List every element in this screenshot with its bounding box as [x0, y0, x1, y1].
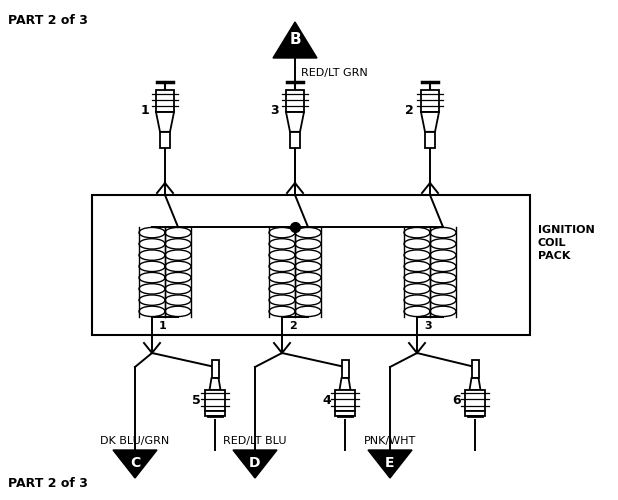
Bar — [465, 411, 485, 416]
Text: B: B — [289, 32, 301, 47]
Text: IGNITION
COIL
PACK: IGNITION COIL PACK — [538, 225, 595, 262]
Polygon shape — [470, 378, 481, 390]
Text: C: C — [130, 456, 140, 470]
Text: 2: 2 — [289, 321, 297, 331]
Bar — [205, 411, 225, 416]
Text: E: E — [385, 456, 395, 470]
Bar — [205, 390, 225, 411]
Bar — [465, 390, 485, 411]
Polygon shape — [233, 450, 277, 478]
Bar — [211, 360, 219, 378]
Text: 1: 1 — [159, 321, 167, 331]
Text: 2: 2 — [405, 104, 414, 117]
Polygon shape — [421, 112, 439, 132]
Text: 3: 3 — [424, 321, 432, 331]
Bar — [92, 195, 530, 335]
Text: 6: 6 — [452, 394, 461, 406]
Text: easyautodiagnostic.com: easyautodiagnostic.com — [242, 263, 378, 273]
Bar — [342, 360, 349, 378]
Polygon shape — [113, 450, 157, 478]
Bar — [421, 90, 439, 112]
Text: PNK/WHT: PNK/WHT — [364, 436, 416, 446]
Bar — [160, 132, 170, 148]
Bar — [286, 90, 304, 112]
Text: 5: 5 — [192, 394, 201, 406]
Bar — [335, 411, 355, 416]
Bar — [290, 132, 300, 148]
Text: DK BLU/GRN: DK BLU/GRN — [100, 436, 169, 446]
Polygon shape — [339, 378, 350, 390]
Text: 4: 4 — [322, 394, 331, 406]
Text: 1: 1 — [140, 104, 149, 117]
Text: RED/LT GRN: RED/LT GRN — [301, 68, 368, 78]
Bar — [156, 90, 174, 112]
Bar — [335, 390, 355, 411]
Polygon shape — [156, 112, 174, 132]
Text: PART 2 of 3: PART 2 of 3 — [8, 477, 88, 490]
Polygon shape — [210, 378, 221, 390]
Text: D: D — [249, 456, 261, 470]
Bar — [472, 360, 478, 378]
Bar — [425, 132, 435, 148]
Text: RED/LT BLU: RED/LT BLU — [223, 436, 287, 446]
Polygon shape — [368, 450, 412, 478]
Text: 3: 3 — [271, 104, 279, 117]
Polygon shape — [286, 112, 304, 132]
Polygon shape — [273, 22, 317, 58]
Text: PART 2 of 3: PART 2 of 3 — [8, 14, 88, 27]
